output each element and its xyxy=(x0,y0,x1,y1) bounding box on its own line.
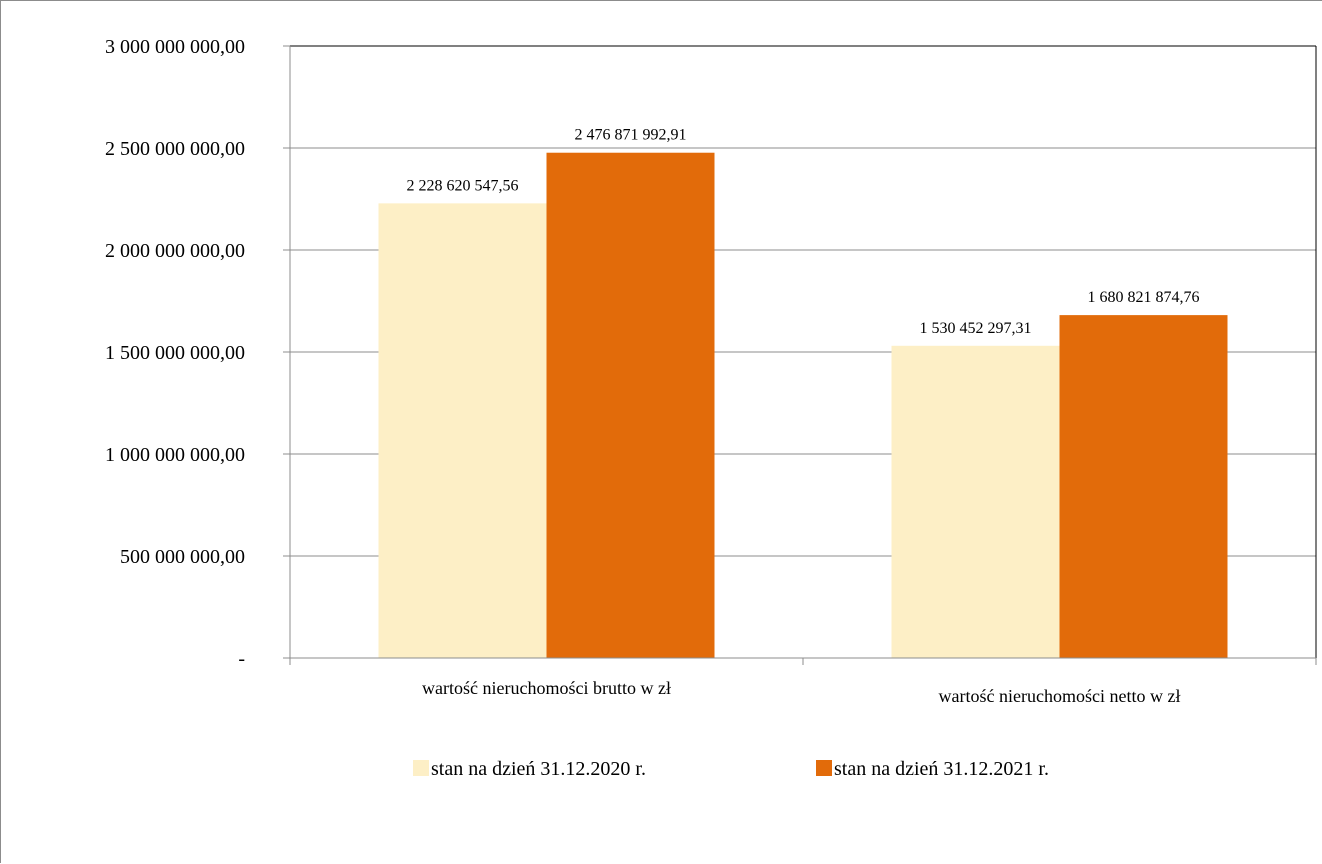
y-tick-label: 500 000 000,00 xyxy=(120,546,245,568)
data-label: 1 680 821 874,76 xyxy=(1088,289,1200,306)
bar xyxy=(546,152,715,658)
bar xyxy=(1059,315,1228,658)
y-tick-label: 1 000 000 000,00 xyxy=(105,444,245,466)
data-label: 2 476 871 992,91 xyxy=(575,127,687,144)
y-tick-label: - xyxy=(238,648,245,670)
bar xyxy=(891,345,1060,658)
bars xyxy=(378,152,1228,659)
data-label: 2 228 620 547,56 xyxy=(407,177,519,194)
x-axis-category-labels: wartość nieruchomości brutto w zł wartość… xyxy=(422,678,1180,706)
legend-swatch xyxy=(816,760,832,776)
legend-label: stan na dzień 31.12.2020 r. xyxy=(431,758,646,780)
y-tick-label: 3 000 000 000,00 xyxy=(105,36,245,58)
x-category-label: wartość nieruchomości brutto w zł xyxy=(422,678,671,698)
data-label: 1 530 452 297,31 xyxy=(920,320,1032,337)
bar xyxy=(378,203,547,659)
legend-label: stan na dzień 31.12.2021 r. xyxy=(834,758,1049,780)
data-labels: 2 228 620 547,56 2 476 871 992,91 1 530 45… xyxy=(407,127,1200,337)
y-axis-tick-labels: - 500 000 000,00 1 000 000 000,00 1 500 000… xyxy=(105,36,245,670)
legend: stan na dzień 31.12.2020 r. stan na dzień… xyxy=(413,758,1049,780)
legend-swatch xyxy=(413,760,429,776)
y-tick-label: 1 500 000 000,00 xyxy=(105,342,245,364)
y-tick-label: 2 500 000 000,00 xyxy=(105,138,245,160)
y-tick-label: 2 000 000 000,00 xyxy=(105,240,245,262)
axes xyxy=(283,45,1317,665)
x-category-label: wartość nieruchomości netto w zł xyxy=(939,686,1181,706)
